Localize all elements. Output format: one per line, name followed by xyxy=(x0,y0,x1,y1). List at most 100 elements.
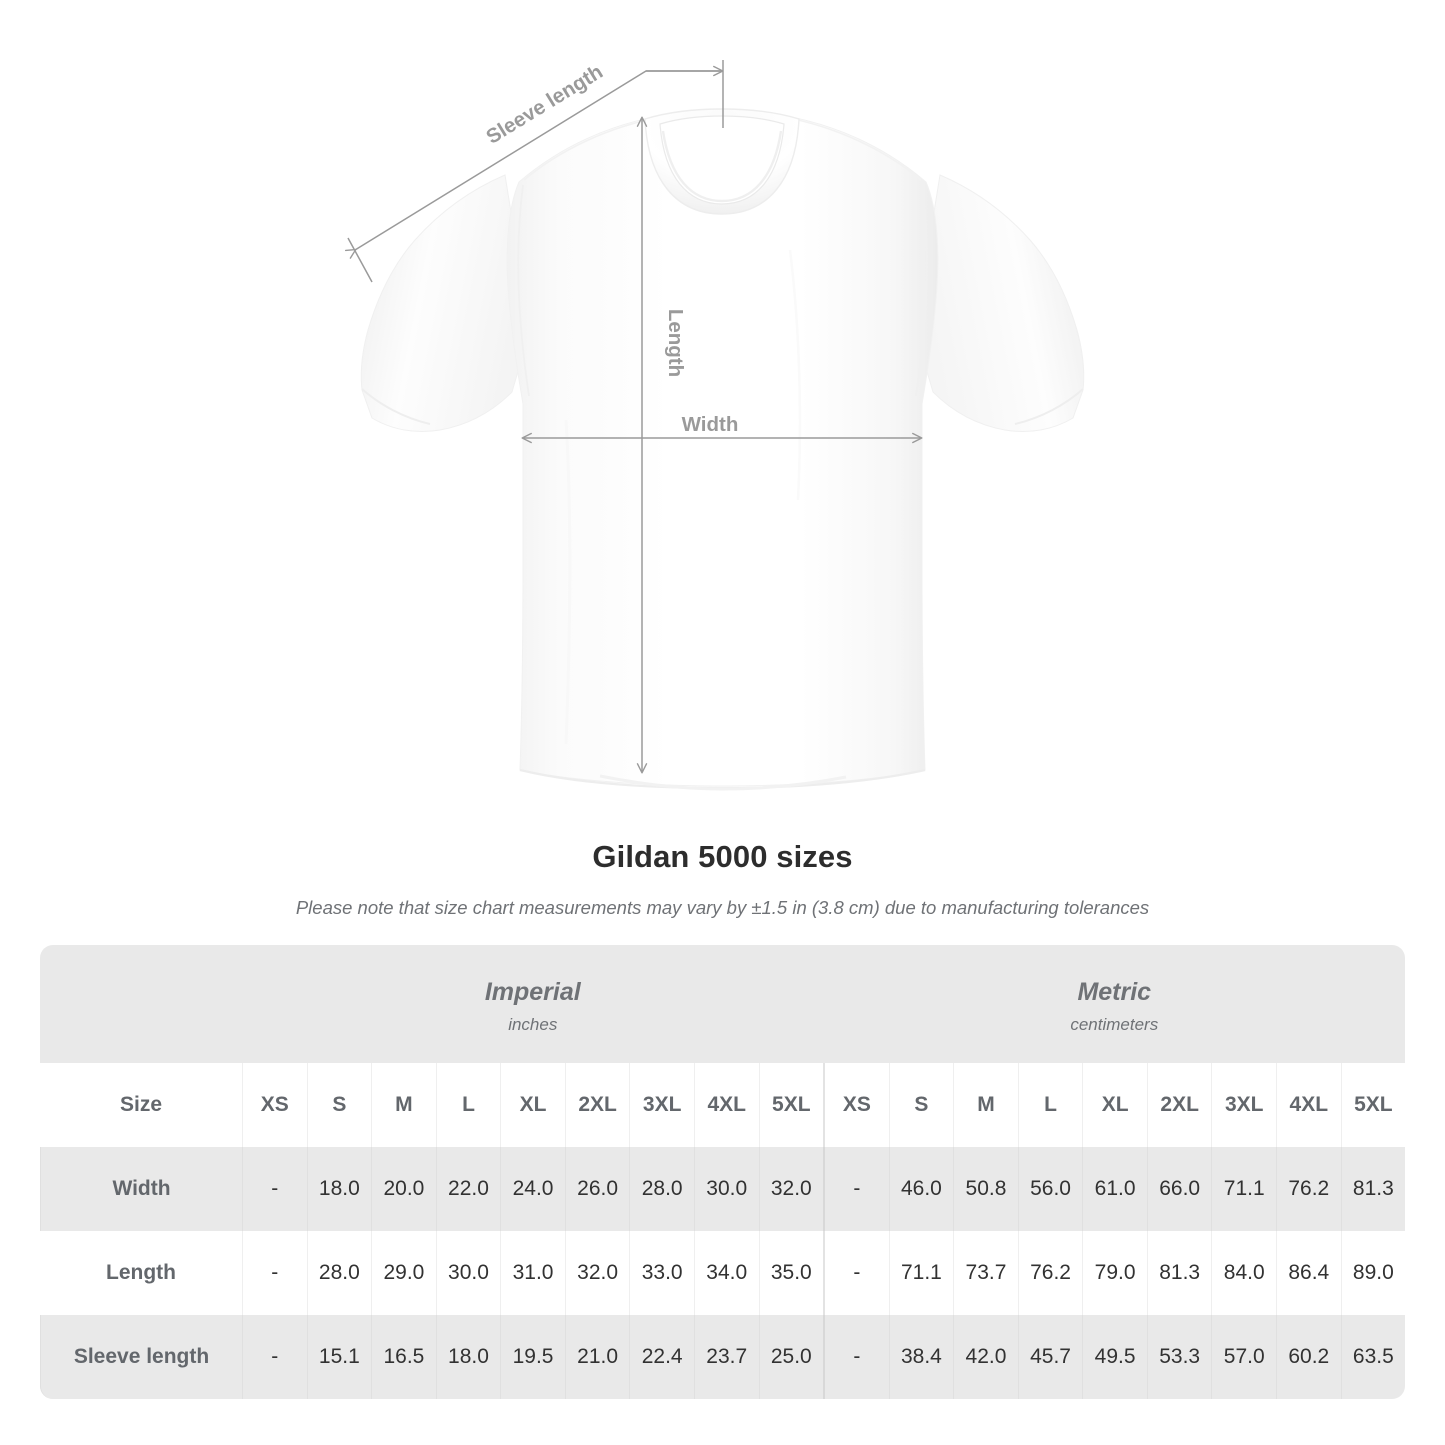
unit-system-band: Imperial inches Metric centimeters xyxy=(40,945,1405,1063)
cell-width-imperial-m: 20.0 xyxy=(371,1147,436,1231)
cell-width-metric-5xl: 81.3 xyxy=(1340,1147,1406,1231)
column-header-imperial-4xl: 4XL xyxy=(693,1063,759,1147)
cell-length-imperial-5xl: 35.0 xyxy=(758,1231,824,1315)
cell-width-metric-l: 56.0 xyxy=(1017,1147,1083,1231)
cell-length-metric-2xl: 81.3 xyxy=(1146,1231,1212,1315)
column-header-imperial-2xl: 2XL xyxy=(564,1063,630,1147)
left-sleeve xyxy=(360,174,531,432)
size-chart-table: Imperial inches Metric centimeters Size X… xyxy=(40,945,1405,1399)
column-header-imperial-3xl: 3XL xyxy=(629,1063,694,1147)
imperial-label: Imperial xyxy=(484,977,581,1006)
row-header-sleeve-length: Sleeve length xyxy=(40,1315,242,1399)
column-header-imperial-m: M xyxy=(371,1063,436,1147)
column-header-imperial-xl: XL xyxy=(500,1063,565,1147)
cell-width-imperial-xl: 24.0 xyxy=(500,1147,565,1231)
cell-length-imperial-xs: - xyxy=(242,1231,307,1315)
cell-width-imperial-3xl: 28.0 xyxy=(629,1147,694,1231)
cell-width-metric-xl: 61.0 xyxy=(1082,1147,1147,1231)
cell-sleeve-length-metric-5xl: 63.5 xyxy=(1340,1315,1406,1399)
metric-unit: centimeters xyxy=(1070,1014,1159,1034)
column-header-metric-s: S xyxy=(888,1063,954,1147)
cell-sleeve-length-metric-m: 42.0 xyxy=(953,1315,1018,1399)
cell-width-metric-3xl: 71.1 xyxy=(1211,1147,1276,1231)
cell-width-metric-4xl: 76.2 xyxy=(1276,1147,1341,1231)
cell-length-metric-3xl: 84.0 xyxy=(1211,1231,1276,1315)
cell-sleeve-length-imperial-xl: 19.5 xyxy=(500,1315,565,1399)
cell-length-metric-l: 76.2 xyxy=(1017,1231,1083,1315)
fabric-fold-left xyxy=(564,419,572,745)
column-header-metric-4xl: 4XL xyxy=(1276,1063,1341,1147)
cell-width-imperial-4xl: 30.0 xyxy=(693,1147,759,1231)
cell-sleeve-length-imperial-4xl: 23.7 xyxy=(693,1315,759,1399)
column-header-metric-l: L xyxy=(1017,1063,1083,1147)
cell-sleeve-length-metric-4xl: 60.2 xyxy=(1276,1315,1341,1399)
length-label: Length xyxy=(664,309,687,377)
cell-width-metric-m: 50.8 xyxy=(953,1147,1018,1231)
cell-width-metric-2xl: 66.0 xyxy=(1146,1147,1212,1231)
cell-sleeve-length-metric-2xl: 53.3 xyxy=(1146,1315,1212,1399)
table-header-row: Size XS S M L XL 2XL 3XL 4XL 5XL XS S M L XL 2XL 3XL 4XL 5… xyxy=(40,1063,1405,1147)
cell-width-imperial-l: 22.0 xyxy=(435,1147,501,1231)
cell-sleeve-length-imperial-s: 15.1 xyxy=(306,1315,372,1399)
cell-width-imperial-2xl: 26.0 xyxy=(564,1147,630,1231)
cell-width-imperial-xs: - xyxy=(242,1147,307,1231)
right-shoulder-seam xyxy=(783,116,922,181)
table-row-length: Length -28.0 29.0 30.0 31.0 32.0 33.0 34.0 35.0-… xyxy=(40,1231,1405,1315)
cell-length-imperial-2xl: 32.0 xyxy=(564,1231,630,1315)
chart-heading: Gildan 5000 sizes Please note that size … xyxy=(0,838,1445,920)
tshirt-graphic xyxy=(360,108,1085,791)
cell-sleeve-length-metric-3xl: 57.0 xyxy=(1211,1315,1276,1399)
cell-length-imperial-3xl: 33.0 xyxy=(629,1231,694,1315)
fabric-fold-center xyxy=(788,249,802,501)
tshirt-measurement-diagram: Sleeve length Length Width xyxy=(344,60,1085,791)
cell-length-imperial-m: 29.0 xyxy=(371,1231,436,1315)
cell-length-metric-s: 71.1 xyxy=(888,1231,954,1315)
column-header-metric-3xl: 3XL xyxy=(1211,1063,1276,1147)
tolerance-note: Please note that size chart measurements… xyxy=(295,897,1150,918)
cell-width-metric-s: 46.0 xyxy=(888,1147,954,1231)
cell-length-imperial-l: 30.0 xyxy=(435,1231,501,1315)
sleeve-length-end-tick xyxy=(347,237,373,283)
cell-sleeve-length-imperial-xs: - xyxy=(242,1315,307,1399)
row-header-width: Width xyxy=(40,1147,242,1231)
collar-inner xyxy=(659,115,785,205)
cell-length-metric-4xl: 86.4 xyxy=(1276,1231,1341,1315)
cell-sleeve-length-metric-xs: - xyxy=(823,1315,889,1399)
metric-label: Metric xyxy=(1077,977,1152,1006)
collar-neckline-shadow xyxy=(661,130,783,203)
left-armhole-seam xyxy=(517,184,530,397)
column-header-size: Size xyxy=(119,1093,163,1116)
right-armhole-seam xyxy=(915,184,928,397)
metric-system-header: Metric centimeters xyxy=(824,945,1406,1063)
column-header-imperial-s: S xyxy=(306,1063,372,1147)
cell-sleeve-length-imperial-3xl: 22.4 xyxy=(629,1315,694,1399)
cell-length-imperial-4xl: 34.0 xyxy=(693,1231,759,1315)
width-label: Width xyxy=(682,413,739,436)
cell-length-imperial-s: 28.0 xyxy=(306,1231,372,1315)
column-header-metric-2xl: 2XL xyxy=(1146,1063,1212,1147)
band-spacer xyxy=(40,945,242,1063)
table-row-sleeve-length: Sleeve length -15.1 16.5 18.0 19.5 21.0 22.4 23… xyxy=(40,1315,1405,1399)
column-header-imperial-xs: XS xyxy=(242,1063,307,1147)
cell-length-metric-xs: - xyxy=(823,1231,889,1315)
imperial-unit: inches xyxy=(508,1014,558,1034)
imperial-system-header: Imperial inches xyxy=(242,945,824,1063)
column-header-imperial-5xl: 5XL xyxy=(758,1063,824,1147)
row-header-length: Length xyxy=(106,1261,176,1284)
column-header-metric-m: M xyxy=(953,1063,1018,1147)
page-title: Gildan 5000 sizes xyxy=(592,839,853,874)
cell-sleeve-length-metric-xl: 49.5 xyxy=(1082,1315,1147,1399)
column-header-metric-xl: XL xyxy=(1082,1063,1147,1147)
column-header-imperial-l: L xyxy=(435,1063,501,1147)
column-header-metric-xs: XS xyxy=(823,1063,889,1147)
cell-sleeve-length-metric-s: 38.4 xyxy=(888,1315,954,1399)
sleeve-length-label: Sleeve length xyxy=(482,60,607,149)
fabric-fold-right xyxy=(874,419,882,745)
cell-sleeve-length-imperial-5xl: 25.0 xyxy=(758,1315,824,1399)
cell-width-metric-xs: - xyxy=(823,1147,889,1231)
right-sleeve xyxy=(914,174,1085,432)
cell-sleeve-length-metric-l: 45.7 xyxy=(1017,1315,1083,1399)
table-row-width: Width -18.0 20.0 22.0 24.0 26.0 28.0 30.0 32.0-4… xyxy=(40,1147,1405,1231)
cell-length-metric-5xl: 89.0 xyxy=(1340,1231,1406,1315)
